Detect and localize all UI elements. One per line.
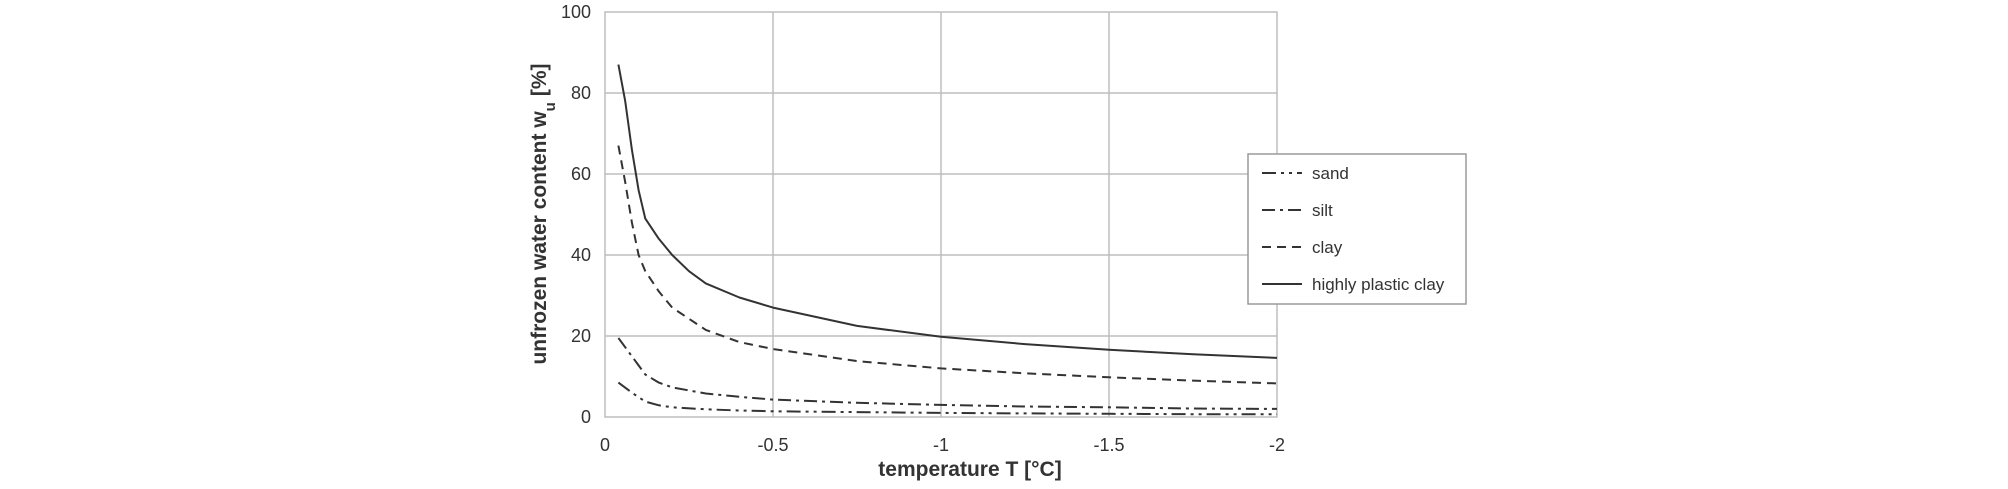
tick-labels: 0 20 40 60 80 100 0 -0.5 -1 -1.5 -2 <box>561 2 1285 455</box>
legend-label: highly plastic clay <box>1312 275 1445 294</box>
y-axis-title-unit: [%] <box>528 63 551 96</box>
x-axis-title: temperature T [°C] <box>878 458 1061 481</box>
y-tick-label: 40 <box>571 245 591 265</box>
series-line-clay <box>617 145 1278 385</box>
x-tick-label: 0 <box>600 435 610 455</box>
series-line-silt <box>617 337 1278 410</box>
legend-label: clay <box>1312 238 1343 257</box>
x-tick-label: -0.5 <box>757 435 788 455</box>
legend-label: sand <box>1312 164 1349 183</box>
y-tick-label: 0 <box>581 407 591 427</box>
y-axis-title-main: unfrozen water content w <box>528 111 551 365</box>
y-tick-label: 100 <box>561 2 591 22</box>
legend-box <box>1247 153 1467 305</box>
y-tick-label: 60 <box>571 164 591 184</box>
x-tick-label: -1.5 <box>1093 435 1124 455</box>
legend: sand silt clay highly plastic clay <box>1247 153 1467 305</box>
y-tick-label: 20 <box>571 326 591 346</box>
series-line-highly-plastic-clay <box>617 64 1278 359</box>
legend-label: silt <box>1312 201 1333 220</box>
y-axis-title: unfrozen water content wu [%] <box>528 63 559 364</box>
x-tick-label: -1 <box>933 435 949 455</box>
y-axis-title-subscript: u <box>542 102 559 111</box>
x-tick-label: -2 <box>1269 435 1285 455</box>
y-tick-label: 80 <box>571 83 591 103</box>
series-lines <box>617 64 1278 416</box>
series-line-sand <box>617 381 1277 416</box>
